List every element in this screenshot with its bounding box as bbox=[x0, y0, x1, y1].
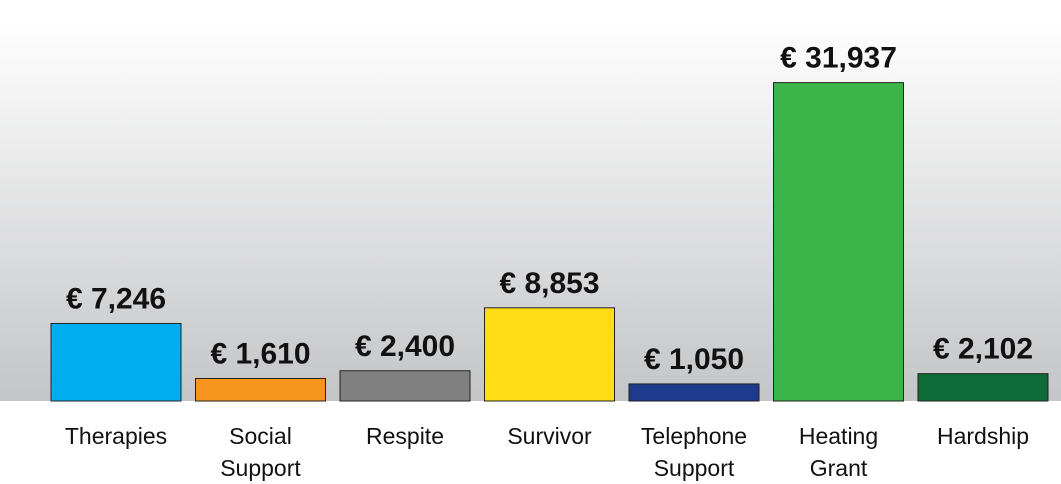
bar bbox=[50, 322, 182, 402]
value-label: € 1,050 bbox=[644, 343, 744, 376]
value-label: € 1,610 bbox=[210, 337, 310, 370]
x-tick-label: Heating Grant bbox=[798, 423, 879, 481]
bar bbox=[339, 370, 471, 402]
bar bbox=[195, 377, 326, 402]
value-label: € 2,400 bbox=[355, 330, 455, 363]
bar bbox=[484, 307, 615, 402]
x-tick-label: Survivor bbox=[507, 423, 592, 449]
value-label: € 31,937 bbox=[780, 42, 897, 75]
value-label: € 2,102 bbox=[933, 333, 1033, 366]
x-tick-label: Hardship bbox=[936, 423, 1030, 449]
x-tick-label: Telephone Support bbox=[640, 423, 748, 481]
x-tick-label: Respite bbox=[366, 423, 444, 449]
value-label: € 7,246 bbox=[66, 282, 166, 315]
x-tick-label: Therapies bbox=[64, 423, 168, 449]
value-label: € 8,853 bbox=[499, 267, 599, 300]
bar bbox=[628, 383, 760, 402]
x-tick-label: Social Support bbox=[220, 423, 301, 481]
bar bbox=[773, 82, 904, 402]
bar bbox=[917, 373, 1049, 402]
